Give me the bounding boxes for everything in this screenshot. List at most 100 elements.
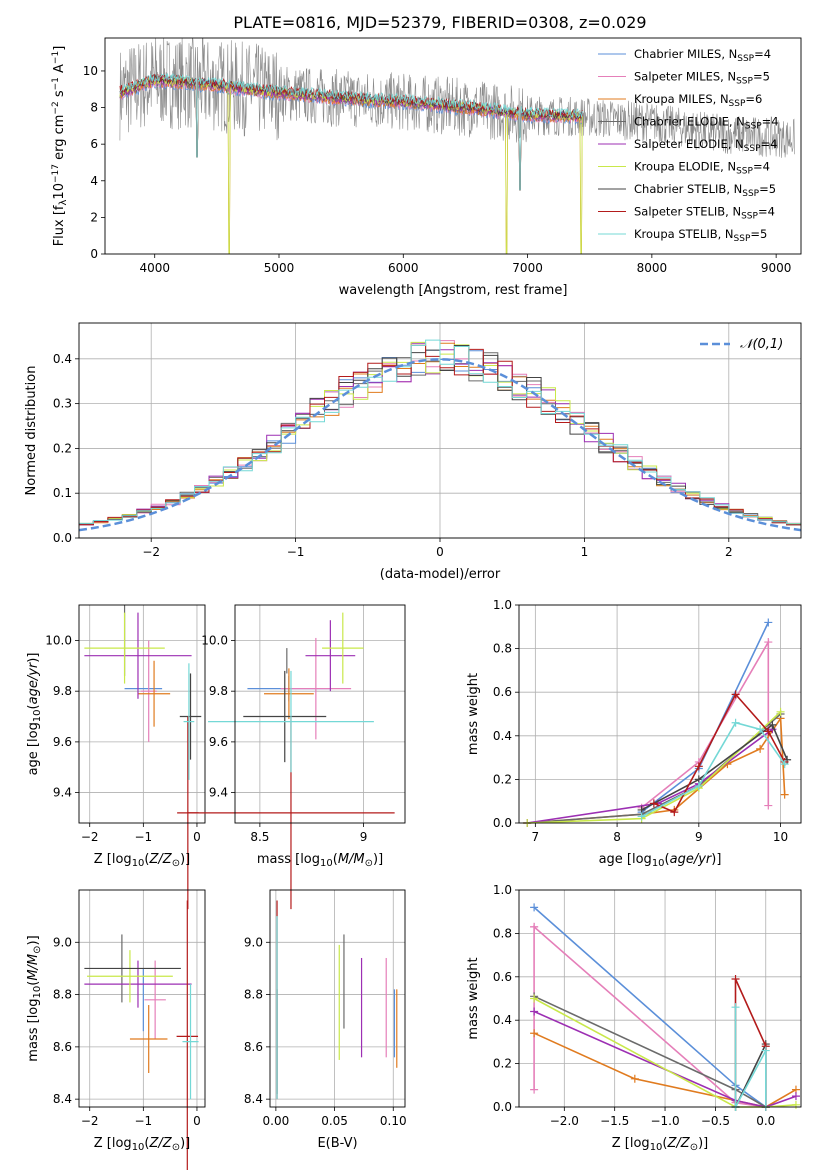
x-tick-label: 8 — [613, 830, 621, 844]
series-marker — [731, 1003, 740, 1012]
x-tick-label: 1 — [581, 545, 589, 559]
series-marker — [731, 974, 740, 983]
x-tick-label: 10 — [773, 830, 788, 844]
plot-frame — [518, 889, 802, 1108]
legend-label: Salpeter MILES, NSSP=5 — [634, 70, 770, 87]
x-tick-label: 2 — [725, 545, 733, 559]
x-tick-label: 9 — [695, 830, 703, 844]
x-tick-label: 0 — [193, 830, 201, 844]
series-marker — [791, 1092, 800, 1101]
x-tick-label: 0 — [436, 545, 444, 559]
series-marker — [530, 994, 539, 1003]
age-vs-mass-panel: 8.5 9 9.4 9.6 9.8 10.0 mass [log10(M/M⊙)] — [187, 604, 406, 910]
legend-label: Chabrier STELIB, NSSP=5 — [634, 182, 776, 199]
series-line-4 — [533, 1010, 797, 1108]
series-marker — [530, 1007, 539, 1016]
observed-spectrum — [119, 38, 795, 158]
y-tick-label: 9.6 — [53, 735, 72, 749]
series-marker — [630, 1074, 639, 1083]
x-tick-label: 0.10 — [380, 1114, 407, 1128]
y-tick-label: 0.2 — [53, 441, 72, 455]
series-marker — [694, 762, 703, 771]
x-tick-label: 0.0 — [756, 1114, 775, 1128]
x-tick-label: −2 — [81, 830, 99, 844]
y-tick-label: 0.2 — [493, 1057, 512, 1071]
x-axis-label: wavelength [Angstrom, rest frame] — [339, 283, 568, 298]
x-axis-label: E(B-V) — [317, 1136, 357, 1151]
series-marker — [670, 808, 679, 817]
age-vs-metallicity-panel: −2 −1 0 9.4 9.6 9.8 10.0 Z [log10(Z/Z⊙)] age [lo… — [26, 604, 206, 910]
y-tick-label: 1.0 — [493, 598, 512, 612]
y-tick-label: 8.4 — [53, 1092, 72, 1106]
legend-label: Chabrier MILES, NSSP=4 — [634, 47, 771, 64]
y-tick-label: 9.6 — [209, 735, 228, 749]
x-tick-label: 9 — [360, 830, 368, 844]
x-tick-label: −2 — [81, 1114, 99, 1128]
x-tick-label: −1.5 — [600, 1114, 629, 1128]
series-marker — [530, 903, 539, 912]
y-axis-label: mass [log10(M/M⊙)] — [26, 935, 43, 1061]
series-marker — [530, 1029, 539, 1038]
series-marker — [768, 720, 777, 729]
series-marker — [756, 744, 765, 753]
y-tick-label: 8.8 — [53, 988, 72, 1002]
series-line-7 — [653, 692, 786, 814]
y-axis-label: Normed distribution — [24, 366, 39, 496]
x-tick-label: 4000 — [139, 261, 170, 275]
y-tick-label: 0.3 — [53, 397, 72, 411]
mass-weight-vs-metallicity-panel: −2.0 −1.5 −1.0 −0.5 0.0 0.0 0.2 0.4 0.6 0.8 1.0 Z [… — [466, 883, 802, 1153]
residual-histogram-panel: −2 −1 0 1 2 0.0 0.1 0.2 0.3 0.4 (data-model)/error… — [24, 322, 802, 582]
plot-frame — [78, 322, 802, 539]
series-marker — [530, 1085, 539, 1094]
y-tick-label: 10 — [83, 64, 98, 78]
x-tick-label: 7000 — [512, 261, 543, 275]
x-tick-label: 5000 — [264, 261, 295, 275]
plot-frame — [104, 37, 802, 255]
x-axis-label: mass [log10(M/M⊙)] — [257, 852, 383, 869]
legend-label: Salpeter ELODIE, NSSP=4 — [634, 137, 777, 154]
y-tick-label: 0.2 — [493, 772, 512, 786]
x-tick-label: 0.00 — [263, 1114, 290, 1128]
x-tick-label: −2 — [142, 545, 160, 559]
legend-label: Chabrier ELODIE, NSSP=4 — [634, 115, 779, 132]
y-tick-label: 0.0 — [53, 531, 72, 545]
y-axis-label: mass weight — [466, 957, 481, 1039]
y-tick-label: 4 — [90, 174, 98, 188]
y-tick-label: 8.4 — [244, 1092, 263, 1106]
spectrum-panel: 4000 5000 6000 7000 8000 9000 0 2 4 6 8 10 wavelengt… — [51, 37, 802, 298]
y-tick-label: 0.4 — [493, 729, 512, 743]
plot-frame — [78, 889, 206, 1108]
mass-vs-metallicity-panel: −2 −1 0 8.4 8.6 8.8 9.0 Z [log10(Z/Z⊙)] mass [lo… — [26, 889, 206, 1170]
y-tick-label: 10.0 — [201, 633, 228, 647]
y-tick-label: 8.6 — [244, 1040, 263, 1054]
plot-frame — [78, 604, 206, 824]
mass-weight-vs-age-panel: 7 8 9 10 0.0 0.2 0.4 0.6 0.8 1.0 age [log10(age/yr… — [466, 598, 802, 869]
histogram-8 — [79, 339, 801, 527]
figure-title: PLATE=0816, MJD=52379, FIBERID=0308, z=0… — [233, 13, 646, 32]
x-tick-label: −1 — [134, 830, 152, 844]
series-marker — [780, 760, 789, 769]
normal-curve — [79, 358, 801, 532]
series-marker — [764, 801, 773, 810]
plot-frame — [518, 604, 802, 824]
y-tick-label: 2 — [90, 210, 98, 224]
y-tick-label: 0.4 — [53, 352, 72, 366]
x-tick-label: −0.5 — [701, 1114, 730, 1128]
x-tick-label: 6000 — [388, 261, 419, 275]
series-marker — [756, 725, 765, 734]
x-axis-label: Z [log10(Z/Z⊙)] — [94, 852, 191, 869]
series-marker — [764, 727, 773, 736]
y-axis-label: age [log10(age/yr)] — [26, 653, 43, 776]
y-tick-label: 0.1 — [53, 486, 72, 500]
y-tick-label: 8 — [90, 101, 98, 115]
y-tick-label: 0.4 — [493, 1013, 512, 1027]
y-tick-label: 8.8 — [244, 988, 263, 1002]
legend-label: Kroupa MILES, NSSP=6 — [634, 92, 762, 109]
x-tick-label: 8000 — [637, 261, 668, 275]
series-marker — [530, 922, 539, 931]
mass-vs-reddening-panel: 0.00 0.05 0.10 8.4 8.6 8.8 9.0 E(B-V) — [244, 889, 407, 1151]
legend-label: 𝒩(0,1) — [740, 337, 783, 352]
model-spectrum-8 — [119, 72, 583, 191]
series-line-4 — [527, 728, 773, 824]
